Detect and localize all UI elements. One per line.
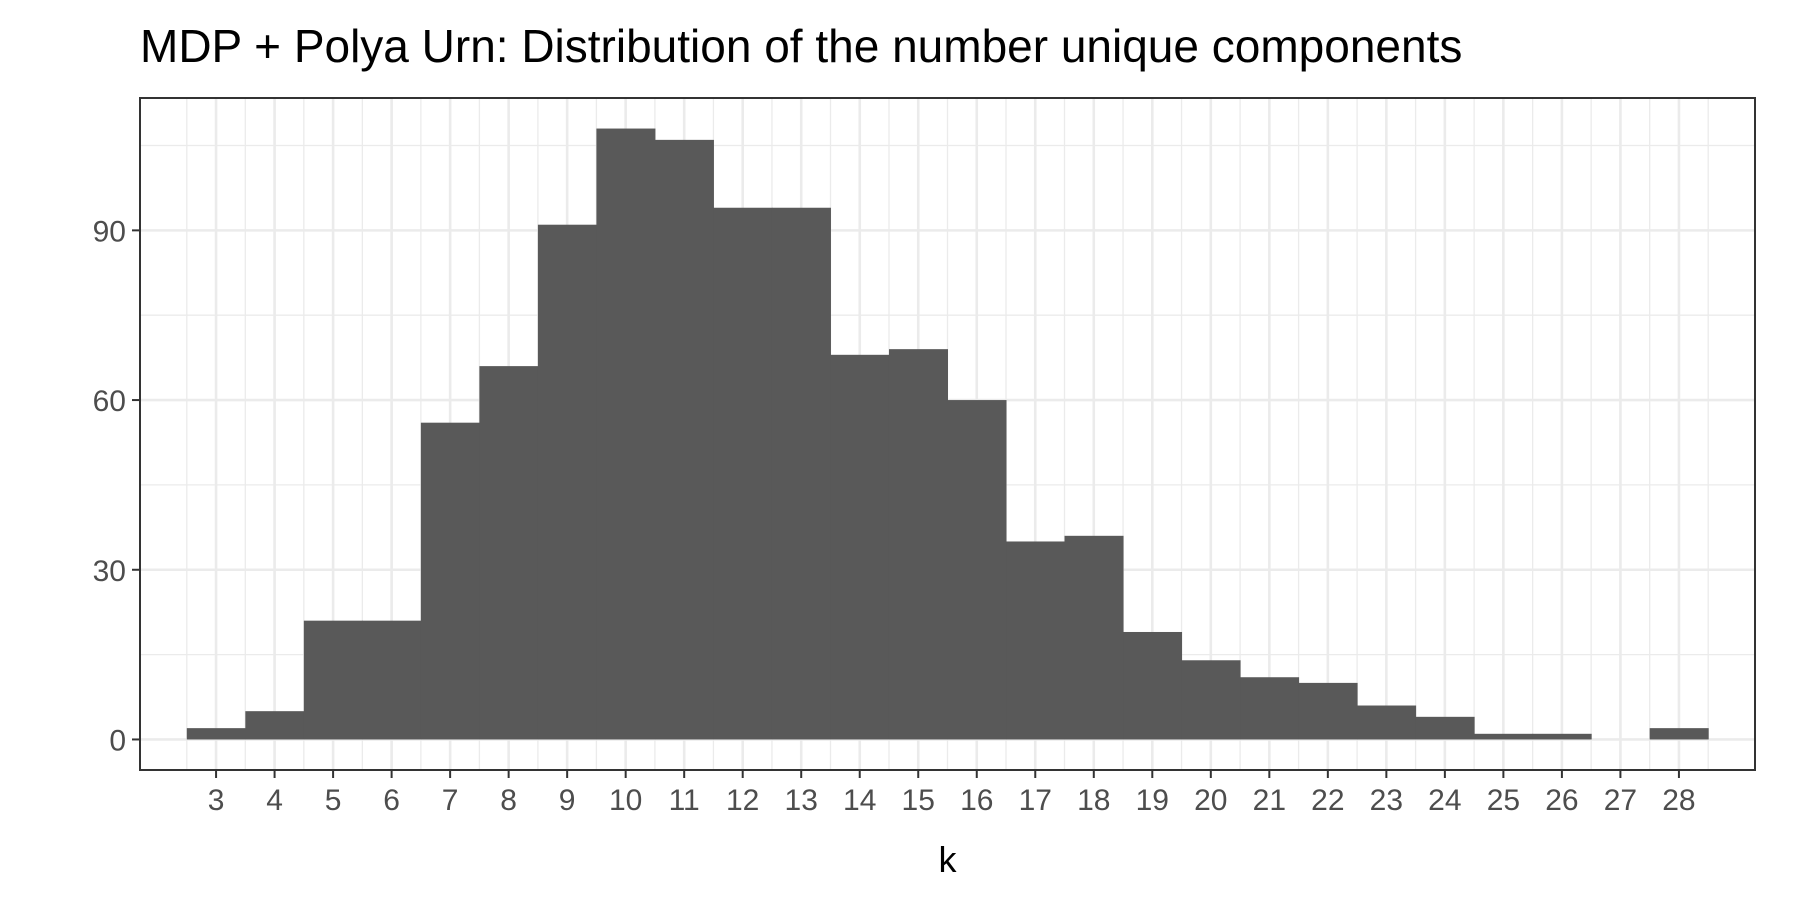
- bar-k-20: [1181, 660, 1241, 740]
- x-tick-label-28: 28: [1662, 784, 1695, 817]
- bar-k-21: [1240, 677, 1300, 740]
- x-tick-label-7: 7: [442, 784, 459, 817]
- bar-k-13: [771, 207, 831, 740]
- x-tick-label-8: 8: [500, 784, 517, 817]
- bar-k-7: [420, 422, 480, 740]
- bar-k-18: [1064, 535, 1124, 740]
- x-tick-label-18: 18: [1077, 784, 1110, 817]
- x-tick-label-15: 15: [902, 784, 935, 817]
- x-tick-label-12: 12: [726, 784, 759, 817]
- x-tick-label-9: 9: [559, 784, 576, 817]
- x-tick-label-5: 5: [325, 784, 342, 817]
- bar-k-6: [362, 620, 422, 740]
- bar-k-22: [1298, 682, 1358, 740]
- y-tick-label-90: 90: [93, 215, 126, 248]
- bar-k-8: [479, 366, 539, 740]
- x-tick-label-25: 25: [1487, 784, 1520, 817]
- x-tick-label-27: 27: [1604, 784, 1637, 817]
- x-tick-label-10: 10: [609, 784, 642, 817]
- bar-k-5: [303, 620, 363, 740]
- bar-k-3: [186, 728, 246, 740]
- x-tick-label-14: 14: [843, 784, 876, 817]
- panel-border: [139, 97, 1756, 771]
- bar-k-15: [888, 349, 948, 740]
- bar-k-25: [1474, 733, 1534, 740]
- bar-k-14: [830, 354, 890, 740]
- bar-k-17: [1006, 541, 1066, 740]
- x-axis: 3 4 5 6 7 8 9 10 11 12 13 14 15 16 17 18 19 20 21 22 23 24 25 2…: [208, 770, 1696, 817]
- bar-k-9: [537, 224, 597, 740]
- x-tick-label-3: 3: [208, 784, 225, 817]
- x-tick-label-23: 23: [1370, 784, 1403, 817]
- bar-k-16: [947, 400, 1007, 740]
- x-tick-label-20: 20: [1194, 784, 1227, 817]
- x-tick-label-22: 22: [1311, 784, 1344, 817]
- x-tick-label-4: 4: [266, 784, 283, 817]
- chart-title: MDP + Polya Urn: Distribution of the num…: [140, 20, 1462, 72]
- bar-k-10: [596, 128, 656, 740]
- bar-k-12: [713, 207, 773, 740]
- bar-k-4: [245, 711, 305, 740]
- y-axis: 0 30 60 90: [93, 215, 140, 757]
- bar-k-23: [1357, 705, 1417, 740]
- x-tick-label-6: 6: [383, 784, 400, 817]
- x-tick-label-11: 11: [669, 784, 700, 817]
- bar-k-24: [1415, 716, 1475, 740]
- y-tick-label-0: 0: [109, 724, 126, 757]
- bars-group: [186, 128, 1709, 740]
- x-tick-label-19: 19: [1136, 784, 1169, 817]
- x-tick-label-17: 17: [1019, 784, 1052, 817]
- y-tick-label-30: 30: [93, 555, 126, 588]
- bar-k-28: [1649, 728, 1709, 740]
- y-tick-label-60: 60: [93, 385, 126, 418]
- bar-k-11: [654, 139, 714, 740]
- x-tick-label-21: 21: [1253, 784, 1286, 817]
- x-axis-label: k: [939, 839, 958, 880]
- bar-k-19: [1123, 631, 1183, 740]
- x-tick-label-26: 26: [1545, 784, 1578, 817]
- x-tick-label-24: 24: [1428, 784, 1461, 817]
- x-tick-label-16: 16: [960, 784, 993, 817]
- x-tick-label-13: 13: [785, 784, 818, 817]
- bar-k-26: [1532, 733, 1592, 740]
